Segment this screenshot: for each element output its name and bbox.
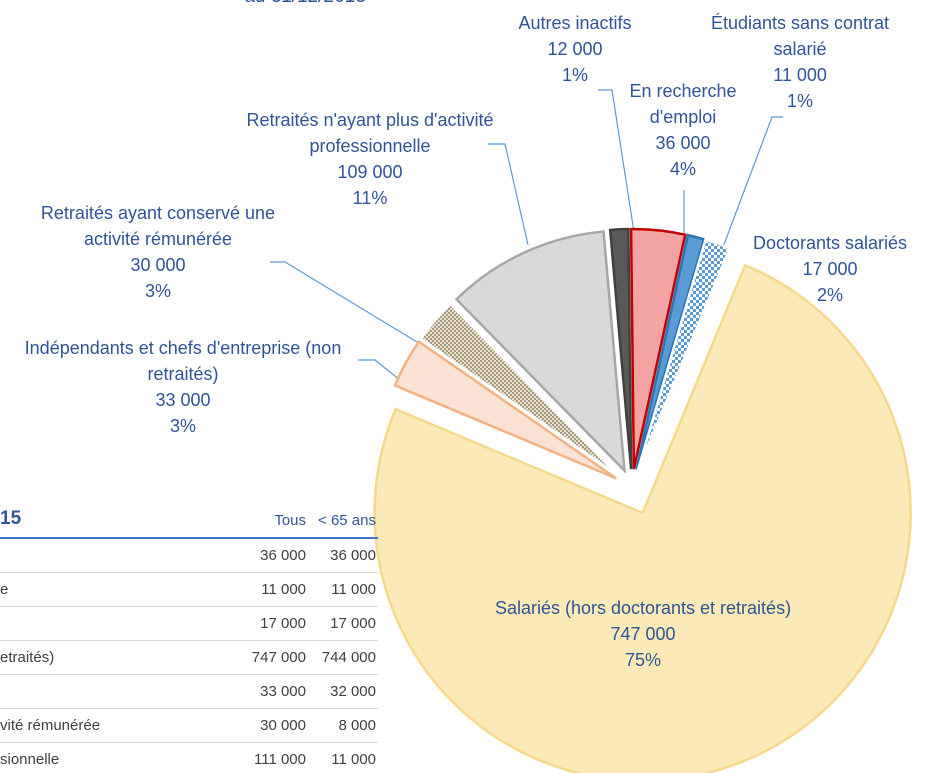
table-cell: 11 000: [261, 581, 306, 598]
slice-value: 109 000: [337, 162, 403, 182]
table-cell: 744 000: [321, 649, 376, 666]
slice-name: Retraités ayant conservé une activité ré…: [40, 203, 276, 249]
table-cell: 33 000: [260, 683, 306, 700]
slice-share: 1%: [561, 65, 588, 85]
row-label: sionnelle: [0, 751, 60, 768]
column-header: < 65 ans: [318, 512, 376, 529]
table-cell: 36 000: [330, 547, 376, 564]
slice-label: En recherche d'emploi 36 000 4%: [623, 78, 743, 182]
slice-share: 75%: [624, 650, 662, 670]
slice-name: Doctorants salariés: [752, 233, 908, 253]
slice-name: Indépendants et chefs d'entreprise (non …: [24, 338, 342, 384]
leader-line: [358, 359, 401, 381]
slice-share: 2%: [816, 285, 843, 305]
row-label: etraités): [0, 649, 55, 666]
table-cell: 747 000: [251, 649, 306, 666]
slice-name: Salariés (hors doctorants et retraités): [494, 598, 792, 618]
pie-slice: [635, 233, 706, 470]
table-row: sionnelle 111 000 11 000: [0, 743, 378, 773]
slice-value: 36 000: [655, 133, 711, 153]
table-cell: 111 000: [254, 751, 306, 768]
slice-share: 11%: [352, 188, 388, 208]
leader-line: [598, 89, 637, 246]
leader-line: [719, 116, 783, 256]
slice-label: Salariés (hors doctorants et retraités) 7…: [443, 595, 843, 673]
column-header: Tous: [274, 512, 306, 529]
table-row: vité rémunérée 30 000 8 000: [0, 709, 378, 743]
table-cell: 8 000: [338, 717, 376, 734]
pie-slice: [373, 263, 912, 773]
table-row: 17 000 17 000: [0, 607, 378, 641]
slice-value: 30 000: [130, 255, 186, 275]
table-cell: 11 000: [331, 751, 376, 768]
slice-name: En recherche d'emploi: [629, 81, 737, 127]
table-cell: 30 000: [260, 717, 306, 734]
table-row: e 11 000 11 000: [0, 573, 378, 607]
pie-slice: [636, 238, 732, 471]
row-label: vité rémunérée: [0, 717, 101, 734]
slice-value: 12 000: [547, 39, 603, 59]
slice-label: Retraités ayant conservé une activité ré…: [33, 200, 283, 304]
table-title: 15: [0, 508, 22, 529]
table-cell: 11 000: [331, 581, 376, 598]
slice-share: 4%: [669, 159, 696, 179]
table-cell: 32 000: [330, 683, 376, 700]
slice-name: Étudiants sans contrat salarié: [710, 13, 890, 59]
slice-value: 33 000: [155, 390, 211, 410]
leader-lines: [270, 89, 783, 381]
slice-name: Autres inactifs: [518, 13, 632, 33]
pie-slice: [608, 227, 633, 470]
table-cell: 17 000: [260, 615, 306, 632]
pie-slice: [419, 302, 620, 477]
table-row: 36 000 36 000: [0, 539, 378, 573]
slice-share: 1%: [786, 91, 813, 111]
table-cell: 17 000: [330, 615, 376, 632]
slice-name: Retraités n'ayant plus d'activité profes…: [246, 110, 494, 156]
table: 15 Tous < 65 ans 36 000 36 000 e 11 000 11 0…: [0, 504, 378, 773]
leader-line: [488, 143, 529, 246]
table-row: etraités) 747 000 744 000: [0, 641, 378, 675]
chart-title: au 31/12/2015: [245, 0, 367, 8]
slice-label: Indépendants et chefs d'entreprise (non …: [8, 335, 358, 439]
slice-value: 747 000: [610, 624, 676, 644]
slice-label: Étudiants sans contrat salarié 11 000 1%: [683, 10, 918, 114]
table-row: 33 000 32 000: [0, 675, 378, 709]
slice-label: Doctorants salariés 17 000 2%: [730, 230, 926, 308]
slice-label: Retraités n'ayant plus d'activité profes…: [205, 107, 535, 211]
row-label: e: [0, 581, 9, 598]
leader-line: [270, 261, 423, 346]
slice-share: 3%: [169, 416, 196, 436]
table-cell: 36 000: [260, 547, 306, 564]
pie-slice: [393, 339, 617, 480]
pie-slice: [629, 227, 687, 470]
slice-value: 11 000: [773, 65, 827, 85]
pie-slice: [454, 230, 627, 475]
slice-label: Autres inactifs 12 000 1%: [490, 10, 660, 88]
slice-value: 17 000: [802, 259, 858, 279]
slice-share: 3%: [144, 281, 171, 301]
table-header: 15 Tous < 65 ans: [0, 504, 378, 539]
